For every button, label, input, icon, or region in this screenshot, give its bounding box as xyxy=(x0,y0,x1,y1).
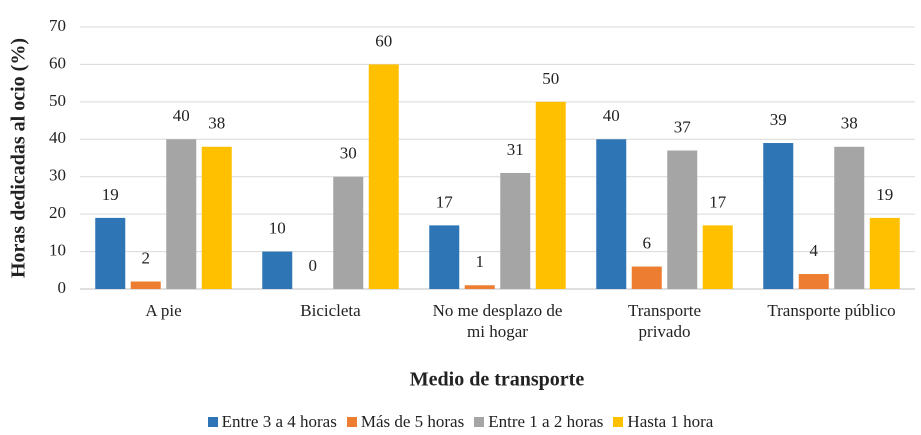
value-label: 0 xyxy=(309,256,318,275)
bar xyxy=(834,146,865,289)
value-label: 30 xyxy=(340,144,357,163)
legend-label: Más de 5 horas xyxy=(360,412,465,431)
bar xyxy=(368,64,399,289)
x-tick-label: No me desplazo de mi hogar xyxy=(432,301,563,341)
value-label: 38 xyxy=(208,114,225,133)
legend-label: Entre 1 a 2 horas xyxy=(488,412,604,431)
bar xyxy=(631,266,662,289)
bar xyxy=(535,101,566,289)
legend-label: Hasta 1 hora xyxy=(627,412,714,431)
bar xyxy=(596,139,627,289)
bar xyxy=(201,146,232,289)
bar xyxy=(166,139,197,289)
value-label: 17 xyxy=(709,192,727,211)
value-label: 4 xyxy=(810,241,819,260)
legend-label: Entre 3 a 4 horas xyxy=(221,412,337,431)
value-label: 19 xyxy=(102,185,119,204)
value-label: 19 xyxy=(876,185,893,204)
y-tick-label: 40 xyxy=(49,128,66,147)
x-tick-label: Transporte privado xyxy=(627,301,702,341)
x-tick-label: Transporte público xyxy=(767,301,896,320)
x-tick-label: A pie xyxy=(145,301,182,320)
legend-swatch xyxy=(474,417,485,427)
bar xyxy=(500,172,531,289)
value-label: 50 xyxy=(542,69,559,88)
y-tick-label: 20 xyxy=(49,203,66,222)
bar xyxy=(429,225,460,289)
bar xyxy=(464,285,495,289)
value-label: 10 xyxy=(269,218,286,237)
y-tick-label: 60 xyxy=(49,53,66,72)
value-label: 40 xyxy=(173,106,190,125)
bar xyxy=(763,143,794,289)
bar xyxy=(333,176,364,289)
value-label: 2 xyxy=(142,248,151,267)
legend-swatch xyxy=(207,417,218,427)
y-tick-label: 0 xyxy=(58,278,67,297)
y-tick-label: 50 xyxy=(49,91,66,110)
value-label: 37 xyxy=(674,117,692,136)
legend: Entre 3 a 4 horas Más de 5 horas Entre 1 a… xyxy=(0,412,921,432)
legend-item: Más de 5 horas xyxy=(346,412,465,432)
value-label: 38 xyxy=(841,114,858,133)
value-label: 39 xyxy=(770,110,787,129)
bar xyxy=(702,225,733,289)
value-label: 40 xyxy=(603,106,620,125)
value-label: 31 xyxy=(507,140,524,159)
legend-swatch xyxy=(346,417,357,427)
bar xyxy=(667,150,698,289)
bar xyxy=(262,251,293,289)
y-tick-label: 30 xyxy=(49,166,66,185)
legend-item: Entre 1 a 2 horas xyxy=(474,412,603,432)
x-tick-label: Bicicleta xyxy=(300,301,361,320)
legend-item: Entre 3 a 4 horas xyxy=(207,412,337,432)
value-label: 60 xyxy=(375,31,392,50)
legend-swatch xyxy=(613,417,624,427)
y-tick-label: 70 xyxy=(49,16,66,35)
y-axis-label: Horas dedicadas al ocio (%) xyxy=(8,38,30,278)
bar xyxy=(869,217,900,289)
bar xyxy=(130,281,161,289)
value-label: 1 xyxy=(476,252,485,271)
y-tick-label: 10 xyxy=(49,240,66,259)
legend-item: Hasta 1 hora xyxy=(613,412,713,432)
x-axis-label: Medio de transporte xyxy=(410,369,585,391)
value-label: 6 xyxy=(643,233,652,252)
bar xyxy=(798,274,829,289)
bar xyxy=(95,217,126,289)
value-label: 17 xyxy=(436,192,454,211)
